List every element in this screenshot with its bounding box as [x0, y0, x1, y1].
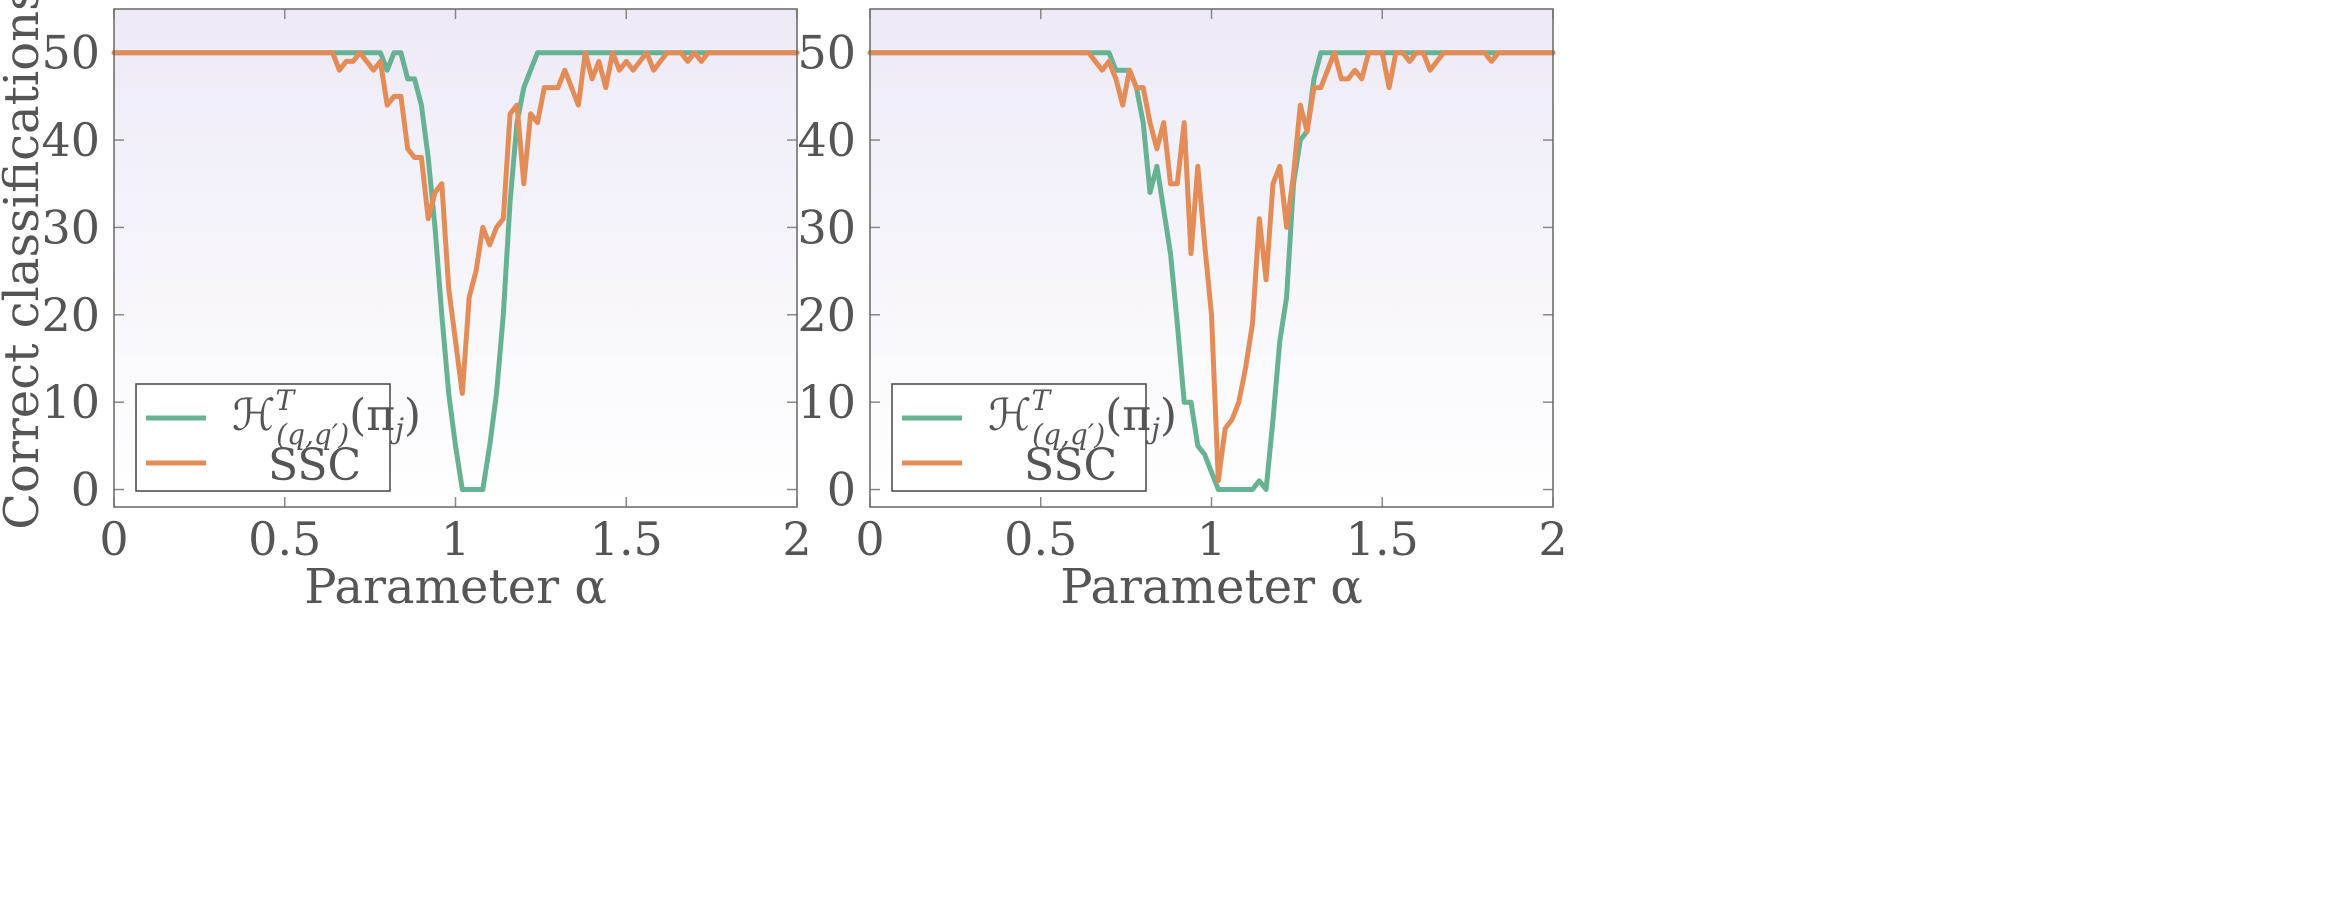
legend: ℋT (q,q′)(πj)SSC [891, 383, 1177, 492]
y-tick-label: 20 [41, 288, 100, 342]
y-tick-label: 0 [827, 463, 856, 517]
x-tick-label: 1 [1197, 512, 1226, 566]
x-tick-label: 1.5 [590, 512, 663, 566]
x-axis-label: Parameter α [304, 559, 607, 615]
x-tick-label: 0 [99, 512, 128, 566]
legend: ℋT (q,q′)(πj)SSC [135, 383, 421, 492]
legend-label-ssc: SSC [1024, 440, 1117, 491]
plot-frame [113, 8, 798, 508]
y-tick-label: 30 [797, 200, 856, 254]
series-line-h-statistic [111, 50, 800, 492]
y-axis-label: Correct classifications [0, 0, 50, 530]
y-tick-label: 10 [797, 375, 856, 429]
y-tick-label: 0 [71, 463, 100, 517]
x-axis-label: Parameter α [1060, 559, 1363, 615]
x-tick-label: 2 [782, 512, 811, 566]
y-tick-label: 20 [797, 288, 856, 342]
x-tick-label: 0 [855, 512, 884, 566]
y-tick-label: 30 [41, 200, 100, 254]
x-tick-label: 0.5 [248, 512, 321, 566]
series-line-ssc [111, 50, 800, 396]
legend-box [891, 383, 1147, 492]
y-tick-label: 40 [797, 113, 856, 167]
x-tick-label: 0.5 [1004, 512, 1077, 566]
y-tick-label: 50 [797, 26, 856, 80]
x-tick-label: 1 [441, 512, 470, 566]
x-tick-label: 1.5 [1346, 512, 1419, 566]
plot-frame [869, 8, 1554, 508]
y-tick-label: 50 [41, 26, 100, 80]
legend-label-ssc: SSC [268, 440, 361, 491]
series-line-ssc [867, 50, 1556, 484]
x-tick-label: 2 [1538, 512, 1567, 566]
y-tick-label: 10 [41, 375, 100, 429]
y-tick-label: 40 [41, 113, 100, 167]
legend-box [135, 383, 391, 492]
